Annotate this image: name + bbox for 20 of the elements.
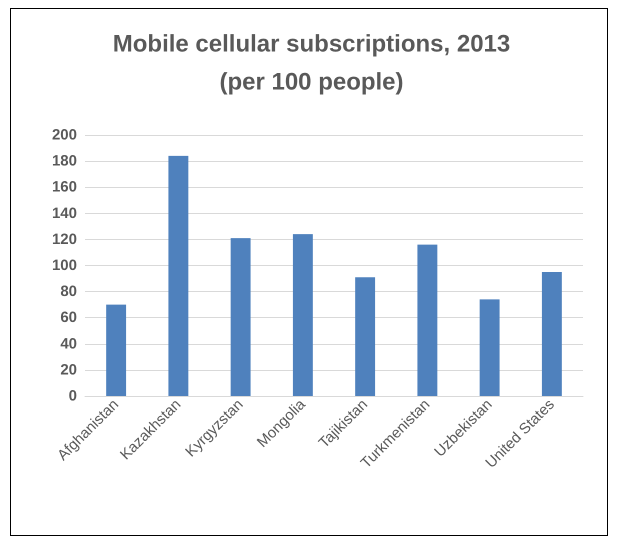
- y-tick-label: 140: [52, 204, 77, 222]
- bar: [417, 244, 438, 396]
- bar: [480, 299, 500, 396]
- bar: [106, 304, 126, 396]
- y-tick-label: 60: [60, 309, 77, 326]
- y-tick-label: 120: [52, 230, 77, 248]
- y-tick-label: 80: [60, 283, 77, 300]
- bar: [168, 156, 188, 396]
- y-tick-label: 20: [60, 361, 77, 378]
- y-tick-label: 180: [52, 152, 77, 170]
- y-tick-label: 100: [52, 257, 77, 274]
- y-tick-label: 160: [52, 178, 77, 196]
- bar: [542, 272, 562, 396]
- bar: [230, 238, 251, 396]
- chart-title: Mobile cellular subscriptions, 2013 (per 100 people): [112, 30, 510, 96]
- y-tick-label: 40: [60, 335, 77, 352]
- y-tick-label: 200: [52, 126, 77, 144]
- bar: [292, 234, 313, 396]
- bar: [355, 277, 376, 396]
- y-tick-label: 0: [68, 388, 77, 404]
